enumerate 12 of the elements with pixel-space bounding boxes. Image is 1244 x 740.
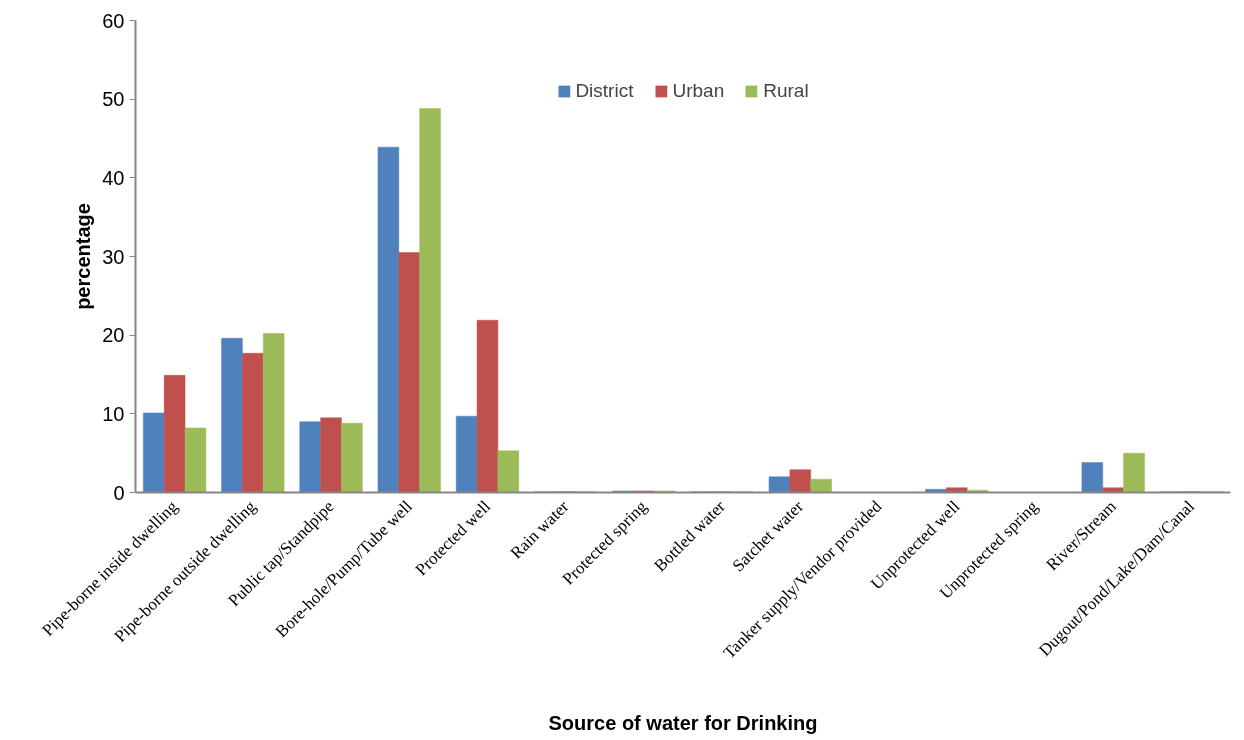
y-axis-title: percentage [72, 203, 95, 310]
legend-label: Rural [763, 80, 809, 102]
y-tick-label: 40 [102, 166, 125, 189]
y-tick-label: 30 [102, 245, 125, 268]
legend-label: Urban [672, 80, 725, 102]
y-tick-label: 60 [102, 9, 125, 32]
y-tick-label: 10 [102, 402, 125, 425]
x-axis-title: Source of water for Drinking [548, 711, 818, 734]
legend-label: District [575, 80, 634, 102]
y-tick-label: 0 [113, 481, 125, 504]
y-tick-label: 50 [102, 88, 125, 111]
y-tick-label: 20 [102, 324, 125, 347]
